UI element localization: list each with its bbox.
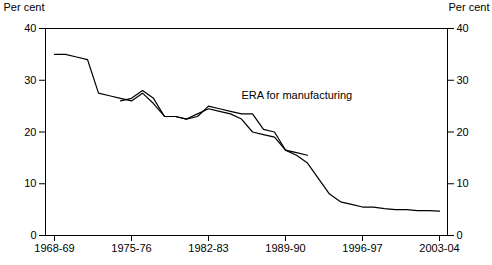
svg-text:Per cent: Per cent bbox=[4, 1, 45, 13]
svg-text:1996-97: 1996-97 bbox=[342, 242, 382, 254]
svg-text:1975-76: 1975-76 bbox=[111, 242, 151, 254]
svg-text:ERA for manufacturing: ERA for manufacturing bbox=[242, 89, 353, 101]
svg-text:30: 30 bbox=[457, 74, 469, 86]
svg-text:Per cent: Per cent bbox=[449, 1, 490, 13]
svg-text:30: 30 bbox=[24, 74, 36, 86]
svg-text:40: 40 bbox=[24, 22, 36, 34]
svg-text:10: 10 bbox=[457, 177, 469, 189]
svg-text:2003-04: 2003-04 bbox=[419, 242, 459, 254]
svg-text:1968-69: 1968-69 bbox=[34, 242, 74, 254]
svg-text:10: 10 bbox=[24, 177, 36, 189]
svg-text:0: 0 bbox=[457, 229, 463, 241]
svg-text:0: 0 bbox=[30, 229, 36, 241]
svg-text:1982-83: 1982-83 bbox=[188, 242, 228, 254]
svg-text:40: 40 bbox=[457, 22, 469, 34]
svg-text:20: 20 bbox=[457, 126, 469, 138]
svg-text:1989-90: 1989-90 bbox=[265, 242, 305, 254]
svg-text:20: 20 bbox=[24, 126, 36, 138]
